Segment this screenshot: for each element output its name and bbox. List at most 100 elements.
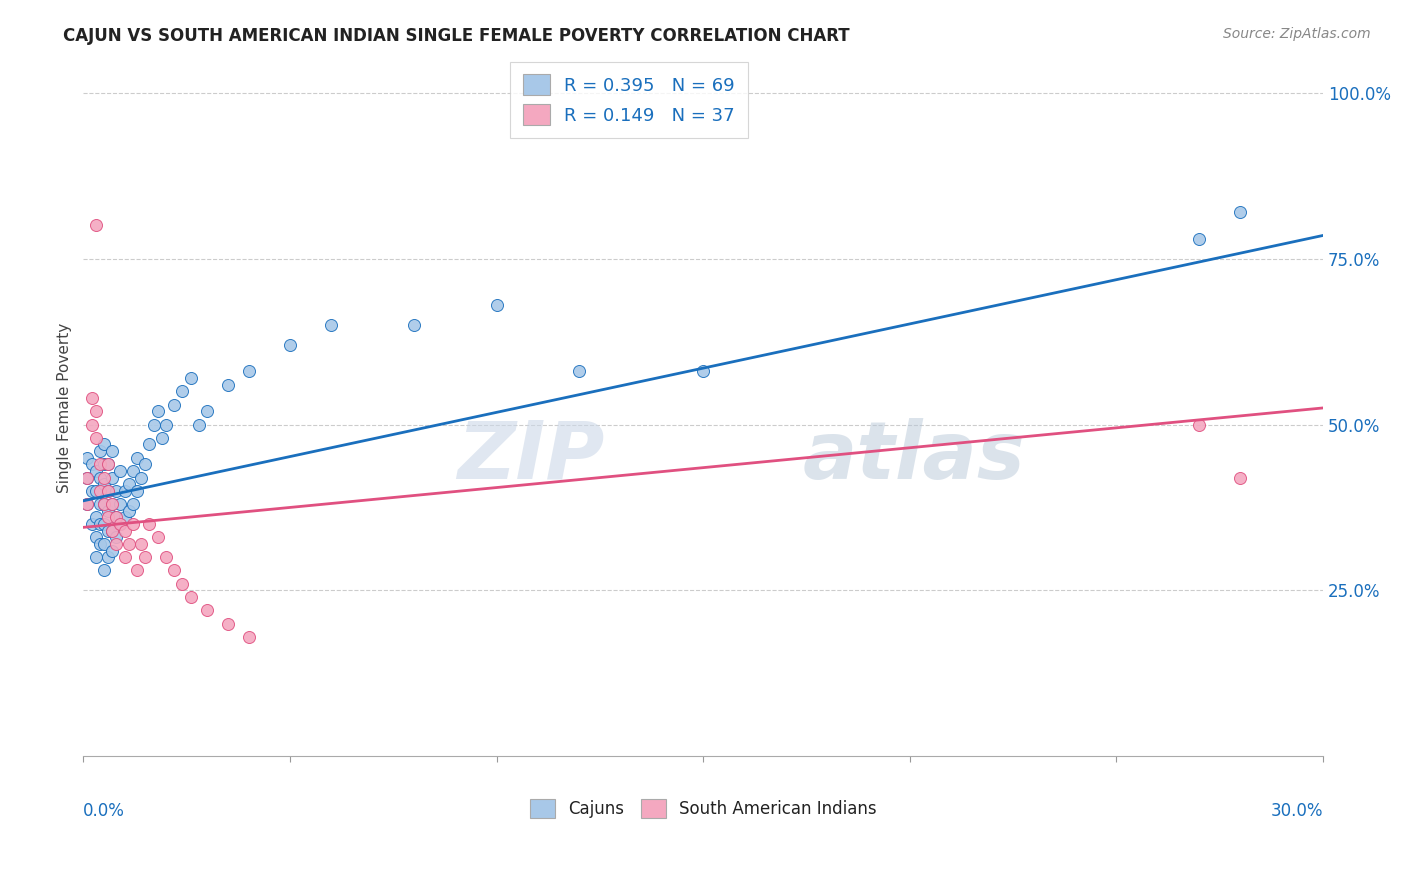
- Text: 0.0%: 0.0%: [83, 802, 125, 820]
- Point: [138, 437, 160, 451]
- Legend: Cajuns, South American Indians: Cajuns, South American Indians: [523, 792, 883, 824]
- Point: [217, 616, 239, 631]
- Point: [97, 483, 120, 498]
- Point: [84, 530, 107, 544]
- Point: [114, 510, 136, 524]
- Point: [76, 450, 98, 465]
- Point: [122, 464, 145, 478]
- Point: [146, 530, 169, 544]
- Point: [118, 477, 141, 491]
- Point: [101, 497, 124, 511]
- Point: [101, 444, 124, 458]
- Point: [76, 470, 98, 484]
- Point: [80, 516, 103, 531]
- Point: [76, 497, 98, 511]
- Point: [93, 477, 115, 491]
- Point: [84, 464, 107, 478]
- Point: [1188, 417, 1211, 432]
- Point: [146, 404, 169, 418]
- Text: CAJUN VS SOUTH AMERICAN INDIAN SINGLE FEMALE POVERTY CORRELATION CHART: CAJUN VS SOUTH AMERICAN INDIAN SINGLE FE…: [63, 27, 849, 45]
- Point: [129, 537, 152, 551]
- Point: [76, 497, 98, 511]
- Point: [402, 318, 425, 332]
- Point: [122, 497, 145, 511]
- Text: ZIP: ZIP: [457, 417, 605, 496]
- Point: [134, 550, 156, 565]
- Point: [110, 516, 132, 531]
- Point: [163, 398, 186, 412]
- Point: [217, 377, 239, 392]
- Point: [125, 450, 148, 465]
- Point: [84, 431, 107, 445]
- Point: [105, 510, 128, 524]
- Point: [89, 537, 111, 551]
- Point: [180, 590, 202, 604]
- Point: [84, 550, 107, 565]
- Point: [105, 530, 128, 544]
- Point: [138, 516, 160, 531]
- Point: [105, 510, 128, 524]
- Point: [163, 564, 186, 578]
- Point: [89, 444, 111, 458]
- Point: [321, 318, 343, 332]
- Point: [84, 219, 107, 233]
- Point: [118, 504, 141, 518]
- Point: [1229, 205, 1251, 219]
- Point: [114, 483, 136, 498]
- Point: [84, 483, 107, 498]
- Point: [118, 537, 141, 551]
- Text: Source: ZipAtlas.com: Source: ZipAtlas.com: [1223, 27, 1371, 41]
- Point: [278, 338, 301, 352]
- Point: [89, 483, 111, 498]
- Point: [1229, 470, 1251, 484]
- Point: [125, 483, 148, 498]
- Point: [692, 364, 714, 378]
- Point: [101, 470, 124, 484]
- Point: [89, 516, 111, 531]
- Point: [101, 524, 124, 538]
- Point: [93, 497, 115, 511]
- Point: [122, 516, 145, 531]
- Text: atlas: atlas: [803, 417, 1025, 496]
- Point: [84, 404, 107, 418]
- Point: [188, 417, 211, 432]
- Point: [93, 437, 115, 451]
- Point: [93, 516, 115, 531]
- Point: [93, 564, 115, 578]
- Point: [89, 458, 111, 472]
- Point: [97, 510, 120, 524]
- Point: [485, 298, 508, 312]
- Point: [134, 458, 156, 472]
- Point: [97, 550, 120, 565]
- Point: [105, 537, 128, 551]
- Point: [142, 417, 165, 432]
- Point: [101, 524, 124, 538]
- Point: [97, 458, 120, 472]
- Point: [101, 543, 124, 558]
- Point: [195, 603, 218, 617]
- Point: [97, 458, 120, 472]
- Point: [110, 464, 132, 478]
- Point: [568, 364, 591, 378]
- Point: [1188, 232, 1211, 246]
- Point: [155, 550, 177, 565]
- Point: [84, 510, 107, 524]
- Point: [80, 391, 103, 405]
- Point: [97, 483, 120, 498]
- Point: [155, 417, 177, 432]
- Point: [172, 576, 194, 591]
- Text: 30.0%: 30.0%: [1271, 802, 1323, 820]
- Point: [129, 470, 152, 484]
- Point: [80, 483, 103, 498]
- Point: [238, 364, 260, 378]
- Point: [114, 524, 136, 538]
- Point: [110, 516, 132, 531]
- Point: [93, 497, 115, 511]
- Point: [180, 371, 202, 385]
- Point: [97, 524, 120, 538]
- Point: [110, 497, 132, 511]
- Point: [125, 564, 148, 578]
- Point: [195, 404, 218, 418]
- Point: [80, 458, 103, 472]
- Point: [238, 630, 260, 644]
